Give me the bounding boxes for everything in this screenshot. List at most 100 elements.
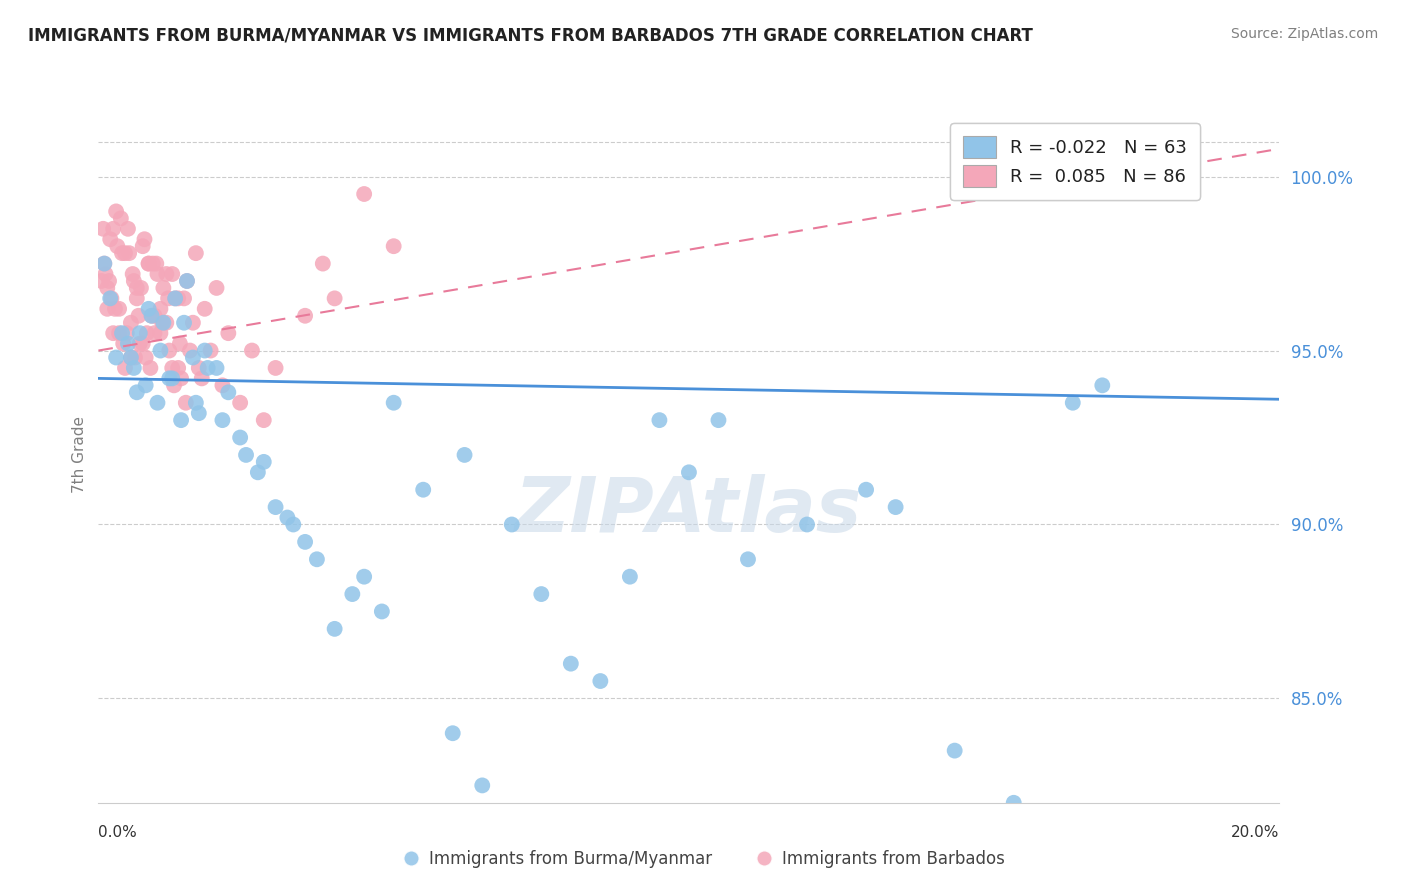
Point	[197, 361, 219, 376]
Point	[412, 483, 434, 497]
Point	[121, 267, 143, 281]
Text: 20.0%: 20.0%	[1232, 825, 1279, 840]
Point	[142, 257, 165, 271]
Point	[501, 517, 523, 532]
Point	[264, 361, 287, 376]
Point	[283, 517, 305, 532]
Point	[157, 292, 180, 306]
Point	[179, 343, 201, 358]
Point	[149, 343, 172, 358]
Point	[114, 246, 136, 260]
Point	[165, 292, 187, 306]
Point	[342, 587, 364, 601]
Point	[146, 396, 169, 410]
Point	[128, 326, 150, 341]
Point	[120, 351, 142, 365]
Point	[129, 281, 152, 295]
Text: ZIPAtlas: ZIPAtlas	[515, 474, 863, 548]
Point	[143, 326, 166, 341]
Point	[152, 316, 174, 330]
Point	[162, 371, 183, 385]
Point	[115, 326, 138, 341]
Point	[174, 396, 197, 410]
Point	[276, 510, 298, 524]
Point	[530, 587, 553, 601]
Point	[111, 246, 134, 260]
Point	[128, 309, 150, 323]
Point	[796, 517, 818, 532]
Point	[187, 406, 209, 420]
Point	[93, 257, 115, 271]
Point	[353, 187, 375, 202]
Point	[176, 274, 198, 288]
Point	[1002, 796, 1025, 810]
Text: Source: ZipAtlas.com: Source: ZipAtlas.com	[1230, 27, 1378, 41]
Point	[138, 257, 160, 271]
Point	[264, 500, 287, 515]
Point	[191, 371, 214, 385]
Text: 0.0%: 0.0%	[98, 825, 138, 840]
Point	[105, 351, 128, 365]
Point	[105, 239, 128, 253]
Point	[229, 396, 252, 410]
Point	[145, 257, 167, 271]
Point	[382, 239, 405, 253]
Point	[122, 274, 145, 288]
Point	[187, 361, 209, 376]
Point	[125, 385, 148, 400]
Point	[205, 281, 228, 295]
Point	[353, 570, 375, 584]
Point	[619, 570, 641, 584]
Point	[371, 605, 394, 619]
Point	[648, 413, 671, 427]
Point	[217, 326, 239, 341]
Point	[211, 378, 233, 392]
Point	[305, 552, 328, 566]
Point	[165, 292, 187, 306]
Point	[110, 211, 132, 226]
Point	[128, 336, 150, 351]
Point	[108, 326, 131, 341]
Point	[471, 779, 494, 793]
Legend: Immigrants from Burma/Myanmar, Immigrants from Barbados: Immigrants from Burma/Myanmar, Immigrant…	[394, 844, 1012, 875]
Point	[294, 309, 316, 323]
Point	[707, 413, 730, 427]
Point	[91, 222, 114, 236]
Point	[855, 483, 877, 497]
Point	[146, 267, 169, 281]
Point	[132, 239, 155, 253]
Point	[560, 657, 582, 671]
Point	[138, 257, 160, 271]
Point	[93, 257, 115, 271]
Y-axis label: 7th Grade: 7th Grade	[72, 417, 87, 493]
Point	[114, 361, 136, 376]
Point	[118, 246, 141, 260]
Point	[217, 385, 239, 400]
Point	[139, 361, 162, 376]
Point	[211, 413, 233, 427]
Point	[90, 274, 112, 288]
Point	[235, 448, 257, 462]
Point	[155, 316, 177, 330]
Point	[943, 744, 966, 758]
Point	[125, 281, 148, 295]
Point	[1091, 378, 1114, 392]
Point	[117, 336, 139, 351]
Point	[382, 396, 405, 410]
Point	[143, 309, 166, 323]
Point	[170, 371, 193, 385]
Point	[149, 301, 172, 316]
Point	[96, 301, 118, 316]
Point	[205, 361, 228, 376]
Point	[157, 343, 180, 358]
Point	[138, 301, 160, 316]
Text: IMMIGRANTS FROM BURMA/MYANMAR VS IMMIGRANTS FROM BARBADOS 7TH GRADE CORRELATION : IMMIGRANTS FROM BURMA/MYANMAR VS IMMIGRA…	[28, 27, 1033, 45]
Point	[312, 257, 335, 271]
Point	[162, 267, 183, 281]
Point	[98, 274, 121, 288]
Point	[170, 413, 193, 427]
Point	[167, 361, 190, 376]
Point	[135, 378, 157, 392]
Point	[98, 292, 121, 306]
Point	[100, 292, 122, 306]
